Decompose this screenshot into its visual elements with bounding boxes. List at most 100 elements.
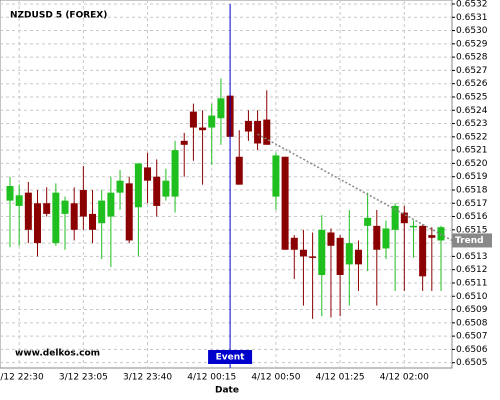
candle-body [171,150,179,197]
candle [134,163,142,257]
y-tick-label: 0.6532 [456,0,488,9]
x-tick-label: 4/12 00:50 [251,373,300,383]
candle [6,176,14,248]
y-tick-label: 0.6531 [456,13,488,23]
candle-body [15,195,23,206]
candle [107,176,115,268]
candle [79,166,87,230]
candle [116,170,124,210]
plot-area [0,0,453,369]
candle-body [144,167,152,181]
x-tick-label: 4/12 00:15 [187,373,236,383]
x-tick-label: 4/12 01:25 [316,373,365,383]
candle-body [235,156,243,185]
y-tick-label: 0.6519 [456,172,488,182]
y-tick-label: 0.6527 [456,66,488,76]
candle [24,182,32,244]
event-label: Event [216,353,246,363]
x-tick-label: 3/12 23:05 [59,373,108,383]
y-tick-label: 0.6508 [456,318,488,328]
candle-body [409,225,417,228]
candle-body [364,217,372,226]
candle [244,110,252,141]
trend-line [257,133,453,242]
candle-body [354,249,362,265]
candle-body [244,120,252,132]
candle [400,205,408,291]
candle-body [428,235,436,238]
candle [419,224,427,291]
candle-body [336,237,344,276]
y-tick-label: 0.6525 [456,92,488,102]
y-tick-label: 0.6524 [456,106,488,116]
y-tick-label: 0.6513 [456,252,488,262]
candle-body [254,120,262,144]
y-tick-label: 0.6516 [456,212,488,222]
y-tick-label: 0.6518 [456,185,488,195]
y-tick-label: 0.6528 [456,53,488,63]
x-tick-label: 4/12 02:00 [380,373,429,383]
candle [144,152,152,204]
candle-body [272,155,280,197]
candle-body [153,176,161,206]
candle-body [189,111,197,128]
candle-body [52,192,60,244]
y-tick-label: 0.6509 [456,305,488,315]
candle [171,140,179,213]
candle-body [89,213,97,230]
candle-body [290,237,298,250]
candle [391,203,399,291]
candle-body [70,203,78,230]
candle-body [134,163,142,208]
candle [208,103,216,165]
trend-label-box [452,233,492,248]
candle-body [98,200,106,224]
candle [364,192,372,272]
y-tick-label: 0.6526 [456,79,488,89]
candle [34,189,42,257]
candle [336,235,344,317]
candle-body [327,232,335,246]
candle [180,132,188,177]
candle [189,103,197,161]
candle [235,130,243,185]
candle-body [34,203,42,244]
candle [354,240,362,291]
y-tick-label: 0.6512 [456,265,488,275]
y-tick-label: 0.6511 [456,278,488,288]
candle-body [299,249,307,257]
candle [409,220,417,258]
y-tick-label: 0.6510 [456,292,488,302]
candle [43,187,51,217]
candle-body [199,127,207,131]
candle-body [281,156,289,250]
candle-body [43,203,51,214]
candle [382,220,390,260]
candle [70,187,78,241]
candle-body [162,180,170,197]
y-tick-label: 0.6506 [456,345,488,355]
candle-body [79,189,87,217]
event-label-box [208,350,253,364]
candle [373,209,381,306]
candle-body [309,256,317,258]
candle-body [400,212,408,224]
candle-body [6,185,14,201]
candle-body [116,180,124,193]
candle [199,110,207,185]
y-tick-label: 0.6507 [456,332,488,342]
y-tick-label: 0.6505 [456,358,488,368]
candle-body [208,115,216,128]
candle [327,228,335,318]
y-tick-label: 0.6523 [456,119,488,129]
candle-body [107,192,115,217]
candle-body [318,229,326,276]
candle [98,189,106,260]
candle-body [180,140,188,145]
candle [299,229,307,306]
y-tick-label: 0.6517 [456,199,488,209]
candle [217,78,225,145]
chart-title: NZDUSD 5 (FOREX) [10,11,107,21]
candle [15,184,23,246]
